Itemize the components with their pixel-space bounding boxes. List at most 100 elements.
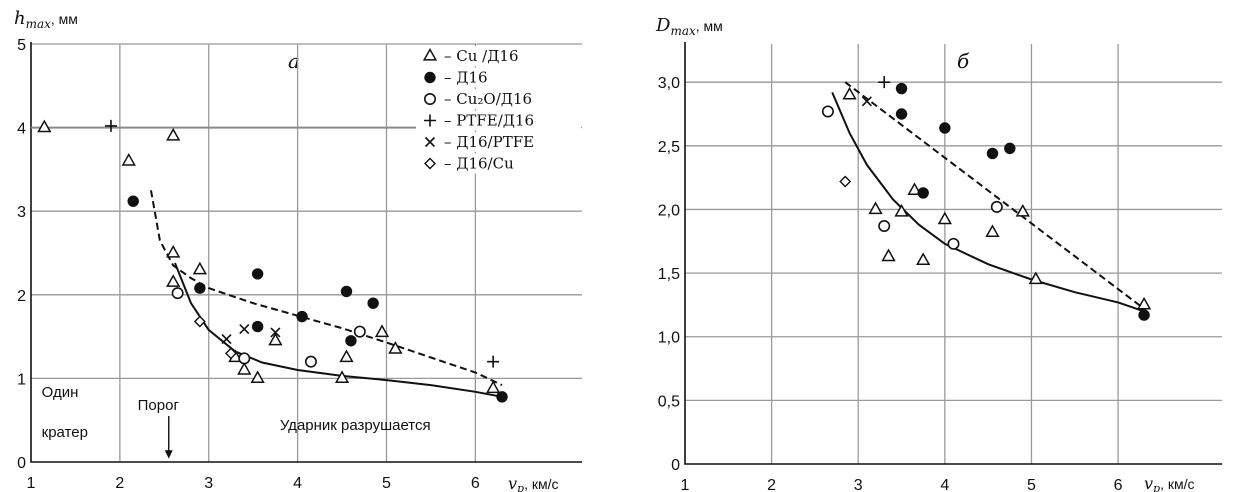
legend-open-circle-marker (423, 93, 436, 106)
triangle-marker (485, 380, 501, 394)
triangle-marker (37, 119, 52, 133)
filled-circle-marker (895, 82, 908, 95)
open-circle-marker (821, 105, 834, 118)
open-circle-marker (171, 287, 184, 300)
triangle-marker (842, 86, 857, 100)
triangle-marker (121, 153, 136, 166)
series-plus (104, 119, 500, 368)
filled-circle-marker (127, 195, 139, 207)
triangle-marker (334, 370, 350, 384)
diamond-marker (839, 175, 852, 188)
cross-marker (221, 334, 232, 345)
cross-marker (270, 327, 281, 338)
series-open-circle (171, 287, 366, 368)
filled-circle-marker (1004, 142, 1016, 155)
legend-plus-marker (424, 114, 436, 127)
triangle-marker (268, 332, 283, 346)
legend-filled-circle-marker (424, 71, 436, 84)
triangle-marker (237, 362, 252, 375)
filled-circle-marker (1138, 309, 1150, 321)
triangle-marker (937, 211, 952, 225)
x-axis-label-b: vp, км/с (1144, 474, 1195, 492)
legend-bg (416, 46, 581, 66)
legend: – Cu /Д16 – Д16 – Cu₂O/Д16 – PTFE/Д16 – Д16/… (416, 46, 581, 174)
series-diamond (839, 175, 852, 188)
legend-label: – Cu₂O/Д16 (444, 90, 532, 108)
y-tick-label: 1,0 (658, 330, 680, 347)
filled-circle-marker (251, 268, 264, 280)
legend-bg (416, 89, 581, 109)
y-tick-label: 5 (17, 37, 26, 54)
solid-fit-curve (831, 92, 1145, 313)
x-tick-label: 2 (767, 477, 776, 492)
triangle-marker (374, 324, 390, 338)
x-axis-label-a: vp, км/с (508, 474, 559, 492)
open-circle-marker (238, 352, 251, 365)
cross-marker (861, 96, 872, 107)
triangle-marker (250, 370, 265, 384)
triangle-marker (881, 248, 896, 262)
legend-diamond-marker (424, 157, 436, 170)
open-circle-marker (990, 200, 1003, 213)
axes-frame (684, 42, 1222, 465)
filled-circle-marker (340, 285, 353, 298)
x-tick-label: 1 (27, 475, 36, 492)
triangle-marker (1028, 271, 1043, 285)
triangle-marker (1015, 203, 1030, 217)
series-plus (878, 76, 891, 89)
filled-circle-marker (194, 282, 206, 294)
triangle-marker (192, 261, 207, 275)
threshold-arrow-head (164, 450, 173, 459)
triangle-marker (916, 252, 931, 266)
annotation-text: Порог (138, 397, 180, 414)
chart-panel-a: hmax, мм а vp, км/с 1 2 3 4 5 6012345Одинкрат… (14, 8, 582, 492)
y-tick-label: 3,0 (658, 75, 680, 92)
filled-circle-marker (296, 310, 308, 323)
y-tick-label: 2 (17, 288, 26, 305)
chart-panel-b: Dmax, мм б vp, км/с 1 2 3 4 5 6 0 0,5 1,0 1,5 2,0 2… (655, 15, 1222, 492)
triangle-marker (907, 182, 922, 196)
plus-marker (878, 76, 891, 89)
y-tick-label: 2,5 (658, 139, 680, 156)
legend-bg (416, 153, 581, 174)
annotation-text: Ударник разрушается (280, 417, 431, 434)
dashed-fit-curve (150, 190, 503, 387)
dashed-fit-curve (844, 81, 1145, 310)
open-circle-marker (304, 355, 317, 368)
series-cross (221, 324, 281, 345)
grid-lines (685, 44, 1222, 464)
y-tick-label: 0 (17, 455, 26, 472)
triangle-marker (1136, 296, 1152, 310)
filled-circle-marker (939, 122, 951, 134)
series-open-circle (821, 105, 1003, 250)
x-tick-label: 1 (681, 477, 690, 492)
legend-label: – Д16 (444, 69, 488, 87)
series-triangle (842, 86, 1152, 310)
filled-circle-marker (496, 391, 508, 403)
triangle-marker (166, 274, 181, 287)
legend-triangle-marker (422, 47, 438, 61)
x-tick-label: 3 (204, 475, 213, 492)
legend-bg (416, 67, 581, 88)
series-filled-circle (895, 82, 1150, 321)
x-tick-label: 6 (1114, 477, 1123, 492)
y-axis-label-a: hmax, мм (14, 8, 78, 31)
panel-label-b: б (957, 49, 970, 73)
filled-circle-marker (986, 147, 999, 160)
triangle-marker (388, 341, 403, 354)
triangle-marker (339, 349, 354, 363)
y-tick-label: 3 (17, 204, 26, 221)
x-tick-label: 5 (1027, 477, 1036, 492)
legend-label: – PTFE/Д16 (444, 112, 534, 130)
x-tick-label: 6 (471, 475, 480, 492)
plus-marker (104, 119, 117, 132)
triangle-marker (985, 224, 1000, 238)
triangle-marker (166, 127, 181, 141)
triangle-marker (894, 203, 909, 217)
open-circle-marker (947, 237, 960, 250)
y-tick-label: 1 (17, 371, 26, 388)
y-tick-label: 0,5 (658, 393, 680, 410)
legend-bg (416, 110, 581, 131)
cross-marker (239, 324, 250, 335)
